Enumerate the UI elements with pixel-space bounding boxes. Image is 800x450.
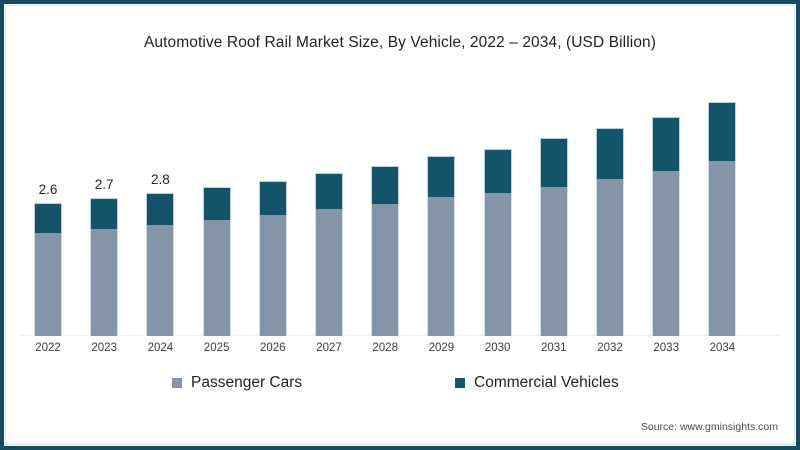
x-tick-label-2025: 2025	[203, 342, 230, 354]
bar-column-2024[interactable]: 2.8	[146, 172, 175, 336]
bar-column-2026[interactable]	[258, 181, 287, 336]
bar-segment-passenger-cars-2028[interactable]	[371, 204, 400, 336]
bar-value-label-2024: 2.8	[151, 171, 170, 187]
bar-segment-commercial-vehicles-2026[interactable]	[258, 181, 287, 216]
bar-column-2033[interactable]	[652, 117, 681, 336]
legend-label-commercial-vehicles: Commercial Vehicles	[474, 374, 619, 391]
bar-segment-passenger-cars-2027[interactable]	[315, 209, 343, 336]
x-axis-baseline	[20, 335, 780, 336]
bar-segment-passenger-cars-2031[interactable]	[539, 187, 568, 336]
bar-segment-passenger-cars-2022[interactable]	[34, 233, 62, 336]
bar-segment-passenger-cars-2025[interactable]	[202, 219, 231, 336]
bar-column-2031[interactable]	[539, 138, 568, 336]
legend-swatch-icon-commercial-vehicles	[455, 378, 465, 388]
bar-segment-commercial-vehicles-2029[interactable]	[427, 156, 456, 198]
x-tick-label-2028: 2028	[372, 342, 398, 354]
bar-segment-commercial-vehicles-2032[interactable]	[596, 127, 624, 179]
plot-area: 2.6 2.7 2.8	[20, 70, 780, 336]
bar-column-2032[interactable]	[596, 127, 624, 336]
bar-column-2030[interactable]	[483, 149, 512, 336]
bar-segment-commercial-vehicles-2025[interactable]	[202, 187, 231, 220]
bar-column-2025[interactable]	[202, 187, 231, 336]
x-tick-label-2033: 2033	[653, 342, 679, 354]
bar-column-2022[interactable]: 2.6	[34, 182, 62, 336]
legend-swatch-icon-passenger-cars	[172, 378, 182, 388]
bar-segment-passenger-cars-2029[interactable]	[427, 197, 456, 336]
source-attribution: Source: www.gminsights.com	[640, 421, 778, 433]
x-tick-label-2029: 2029	[428, 342, 455, 354]
bar-segment-commercial-vehicles-2031[interactable]	[539, 138, 568, 188]
bar-segment-commercial-vehicles-2033[interactable]	[652, 117, 681, 172]
bar-segment-commercial-vehicles-2024[interactable]	[146, 192, 175, 225]
x-tick-label-2026: 2026	[260, 342, 286, 354]
bar-segment-commercial-vehicles-2023[interactable]	[90, 197, 119, 230]
x-tick-label-2024: 2024	[147, 342, 174, 354]
bar-segment-commercial-vehicles-2022[interactable]	[34, 203, 62, 234]
chart-title: Automotive Roof Rail Market Size, By Veh…	[143, 34, 657, 51]
bar-segment-passenger-cars-2033[interactable]	[652, 171, 681, 336]
x-axis-tick-labels: 2022 2023 2024 2025 2026 2027 2028 2029 2030 2031…	[20, 338, 780, 360]
bar-segment-commercial-vehicles-2030[interactable]	[483, 149, 512, 194]
bar-segment-passenger-cars-2026[interactable]	[258, 215, 287, 336]
bar-column-2027[interactable]	[315, 173, 343, 336]
bar-value-label-2023: 2.7	[94, 176, 114, 192]
x-tick-label-2022: 2022	[35, 342, 61, 354]
bar-segment-passenger-cars-2030[interactable]	[483, 193, 512, 336]
bar-series-container: 2.6 2.7 2.8	[20, 70, 780, 336]
bar-column-2034[interactable]	[708, 102, 737, 336]
bar-segment-passenger-cars-2024[interactable]	[146, 225, 175, 336]
bar-segment-commercial-vehicles-2034[interactable]	[708, 102, 737, 162]
legend-item-commercial-vehicles[interactable]: Commercial Vehicles	[455, 374, 619, 392]
bar-value-label-2022: 2.6	[38, 182, 58, 197]
legend-item-passenger-cars[interactable]: Passenger Cars	[172, 374, 302, 392]
bar-column-2028[interactable]	[371, 166, 400, 336]
bar-segment-commercial-vehicles-2027[interactable]	[315, 173, 343, 210]
x-tick-label-2034: 2034	[709, 342, 736, 354]
bar-segment-passenger-cars-2032[interactable]	[596, 178, 624, 336]
bar-column-2029[interactable]	[427, 156, 456, 336]
x-tick-label-2023: 2023	[91, 342, 117, 354]
legend-label-passenger-cars: Passenger Cars	[191, 374, 303, 391]
chart-legend: Passenger Cars Commercial Vehicles	[0, 374, 800, 400]
bar-segment-passenger-cars-2034[interactable]	[708, 161, 737, 336]
x-tick-label-2027: 2027	[316, 342, 342, 354]
x-tick-label-2032: 2032	[597, 342, 623, 354]
x-tick-label-2031: 2031	[541, 342, 567, 354]
bar-segment-passenger-cars-2023[interactable]	[90, 229, 119, 336]
bar-segment-commercial-vehicles-2028[interactable]	[371, 166, 400, 205]
x-tick-label-2030: 2030	[484, 342, 511, 354]
bar-column-2023[interactable]: 2.7	[90, 177, 119, 336]
